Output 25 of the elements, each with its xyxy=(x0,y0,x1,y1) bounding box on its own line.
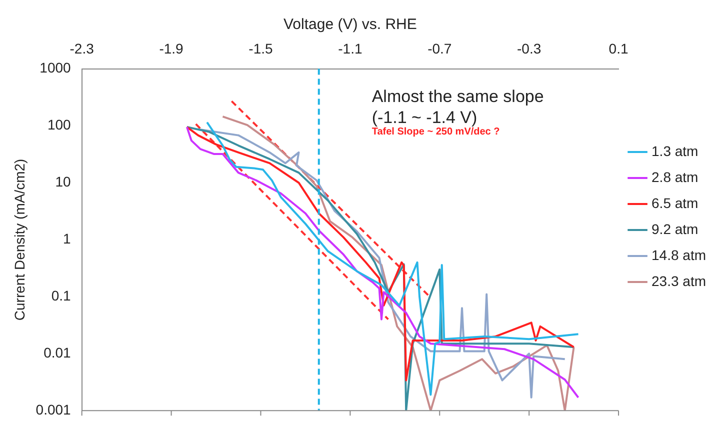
y-tick-label: 0.01 xyxy=(44,344,72,360)
x-tick-label: -0.7 xyxy=(428,40,452,56)
annotation: Almost the same slope xyxy=(372,86,544,106)
x-tick-label: 0.1 xyxy=(608,40,628,56)
legend-label: 6.5 atm xyxy=(652,194,698,211)
legend-label: 14.8 atm xyxy=(652,246,706,263)
legend-label: 9.2 atm xyxy=(652,220,698,237)
legend-label: 2.8 atm xyxy=(652,168,698,185)
y-tick-label: 0.1 xyxy=(51,288,72,304)
y-tick-label: 0.001 xyxy=(36,401,72,418)
x-axis-title: Voltage (V) vs. RHE xyxy=(283,16,417,34)
annotation: (-1.1 ~ -1.4 V) xyxy=(372,108,478,127)
y-tick-label: 100 xyxy=(47,116,72,133)
legend-label: 1.3 atm xyxy=(652,142,698,159)
annotation: Tafel Slope ~ 250 mV/dec ? xyxy=(372,126,500,138)
y-axis-title: Current Density (mA/cm2) xyxy=(11,158,28,321)
x-tick-label: -1.9 xyxy=(159,40,184,56)
x-tick-label: -1.1 xyxy=(338,40,362,56)
y-tick-label: 1000 xyxy=(40,60,72,76)
x-tick-label: -1.5 xyxy=(248,40,274,56)
y-tick-label: 10 xyxy=(55,174,72,190)
x-tick-label: -0.3 xyxy=(517,40,542,56)
x-tick-label: -2.3 xyxy=(70,40,94,56)
y-tick-label: 1 xyxy=(63,230,72,247)
legend-label: 23.3 atm xyxy=(652,272,706,289)
